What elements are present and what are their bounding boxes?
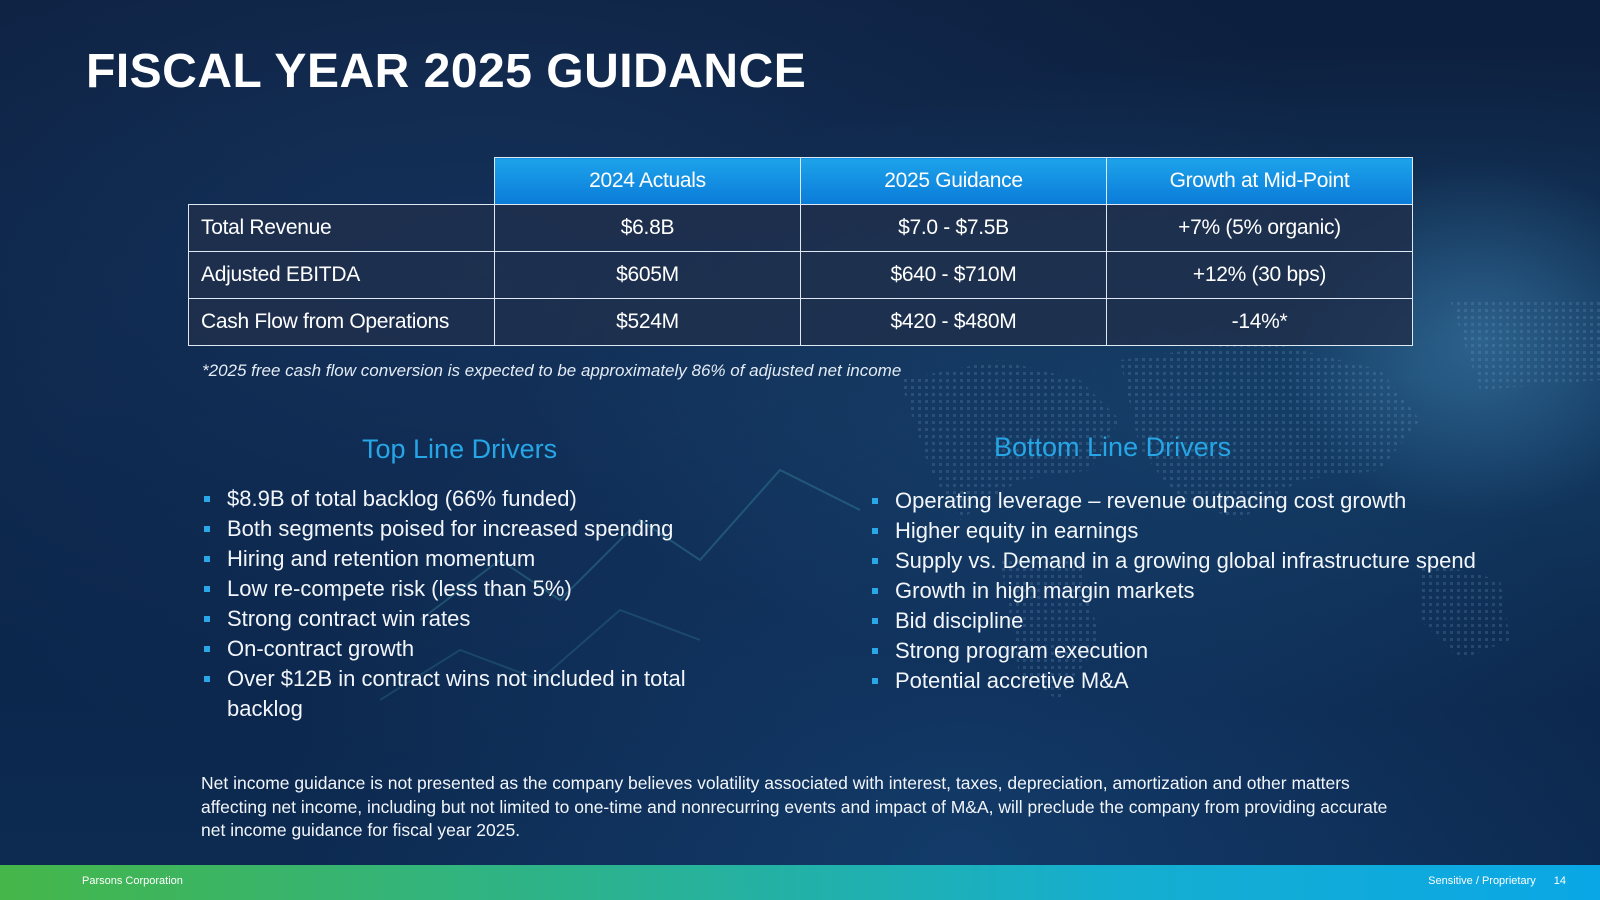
list-item-text: Supply vs. Demand in a growing global in… [895,548,1476,573]
bottom-line-drivers-heading: Bottom Line Drivers [994,432,1232,462]
list-item: $8.9B of total backlog (66% funded) [202,484,762,514]
list-item: Operating leverage – revenue outpacing c… [870,486,1570,516]
square-bullet-icon [872,558,878,564]
table-cell: $7.0 - $7.5B [800,204,1107,252]
list-item-text: Hiring and retention momentum [227,546,536,571]
table-cell: $640 - $710M [800,251,1107,299]
list-item: Bid discipline [870,606,1570,636]
table-cell: $420 - $480M [800,298,1107,346]
table-header-2024-actuals: 2024 Actuals [494,157,801,205]
table-header-growth: Growth at Mid-Point [1106,157,1413,205]
guidance-table: 2024 Actuals 2025 Guidance Growth at Mid… [188,157,1413,346]
square-bullet-icon [204,586,210,592]
square-bullet-icon [872,588,878,594]
table-header-2025-guidance: 2025 Guidance [800,157,1107,205]
table-footnote: *2025 free cash flow conversion is expec… [202,361,902,380]
page-number: 14 [1553,875,1566,887]
table-header-row: 2024 Actuals 2025 Guidance Growth at Mid… [188,157,1413,205]
list-item: On-contract growth [202,634,762,664]
list-item-text: Growth in high margin markets [895,578,1195,603]
square-bullet-icon [872,678,878,684]
square-bullet-icon [872,618,878,624]
square-bullet-icon [872,528,878,534]
list-item: Supply vs. Demand in a growing global in… [870,546,1570,576]
list-item-text: Strong program execution [895,638,1149,663]
list-item: Hiring and retention momentum [202,544,762,574]
footer-bar: Parsons Corporation Sensitive / Propriet… [0,865,1600,900]
footer-company: Parsons Corporation [82,875,183,887]
top-line-drivers-list: $8.9B of total backlog (66% funded) Both… [202,484,762,724]
table-header-blank [188,157,495,205]
list-item-text: On-contract growth [227,636,415,661]
square-bullet-icon [204,616,210,622]
list-item-text: Low re-compete risk (less than 5%) [227,576,572,601]
table-cell-label: Total Revenue [188,204,495,252]
list-item: Potential accretive M&A [870,666,1570,696]
list-item-text: $8.9B of total backlog (66% funded) [227,486,577,511]
list-item: Growth in high margin markets [870,576,1570,606]
background-pattern [379,160,1600,701]
square-bullet-icon [872,648,878,654]
table-row: Total Revenue $6.8B $7.0 - $7.5B +7% (5%… [188,204,1413,252]
table-row: Adjusted EBITDA $605M $640 - $710M +12% … [188,251,1413,299]
square-bullet-icon [204,676,210,682]
page-title: FISCAL YEAR 2025 GUIDANCE [86,45,807,98]
list-item: Higher equity in earnings [870,516,1570,546]
table-cell: +12% (30 bps) [1106,251,1413,299]
net-income-disclaimer: Net income guidance is not presented as … [201,773,1388,840]
list-item-text: Bid discipline [895,608,1024,633]
top-line-drivers-heading: Top Line Drivers [362,434,558,464]
footer-right: Sensitive / Proprietary 14 [1428,875,1566,887]
list-item: Strong program execution [870,636,1570,666]
square-bullet-icon [204,496,210,502]
square-bullet-icon [204,526,210,532]
list-item: Over $12B in contract wins not included … [202,664,762,724]
table-cell: $605M [494,251,801,299]
list-item-text: Both segments poised for increased spend… [227,516,674,541]
table-cell-label: Cash Flow from Operations [188,298,495,346]
list-item-text: Higher equity in earnings [895,518,1139,543]
list-item-text: Potential accretive M&A [895,668,1129,693]
list-item: Both segments poised for increased spend… [202,514,762,544]
list-item: Low re-compete risk (less than 5%) [202,574,762,604]
table-cell: $524M [494,298,801,346]
list-item-text: Strong contract win rates [227,606,471,631]
list-item-text: Operating leverage – revenue outpacing c… [895,488,1407,513]
bottom-line-drivers-list: Operating leverage – revenue outpacing c… [870,486,1570,696]
table-row: Cash Flow from Operations $524M $420 - $… [188,298,1413,346]
footer-classification: Sensitive / Proprietary [1428,875,1536,887]
square-bullet-icon [204,646,210,652]
table-cell-label: Adjusted EBITDA [188,251,495,299]
square-bullet-icon [872,498,878,504]
list-item-text: Over $12B in contract wins not included … [227,666,686,721]
table-cell: $6.8B [494,204,801,252]
list-item: Strong contract win rates [202,604,762,634]
square-bullet-icon [204,556,210,562]
table-cell: -14%* [1106,298,1413,346]
table-cell: +7% (5% organic) [1106,204,1413,252]
